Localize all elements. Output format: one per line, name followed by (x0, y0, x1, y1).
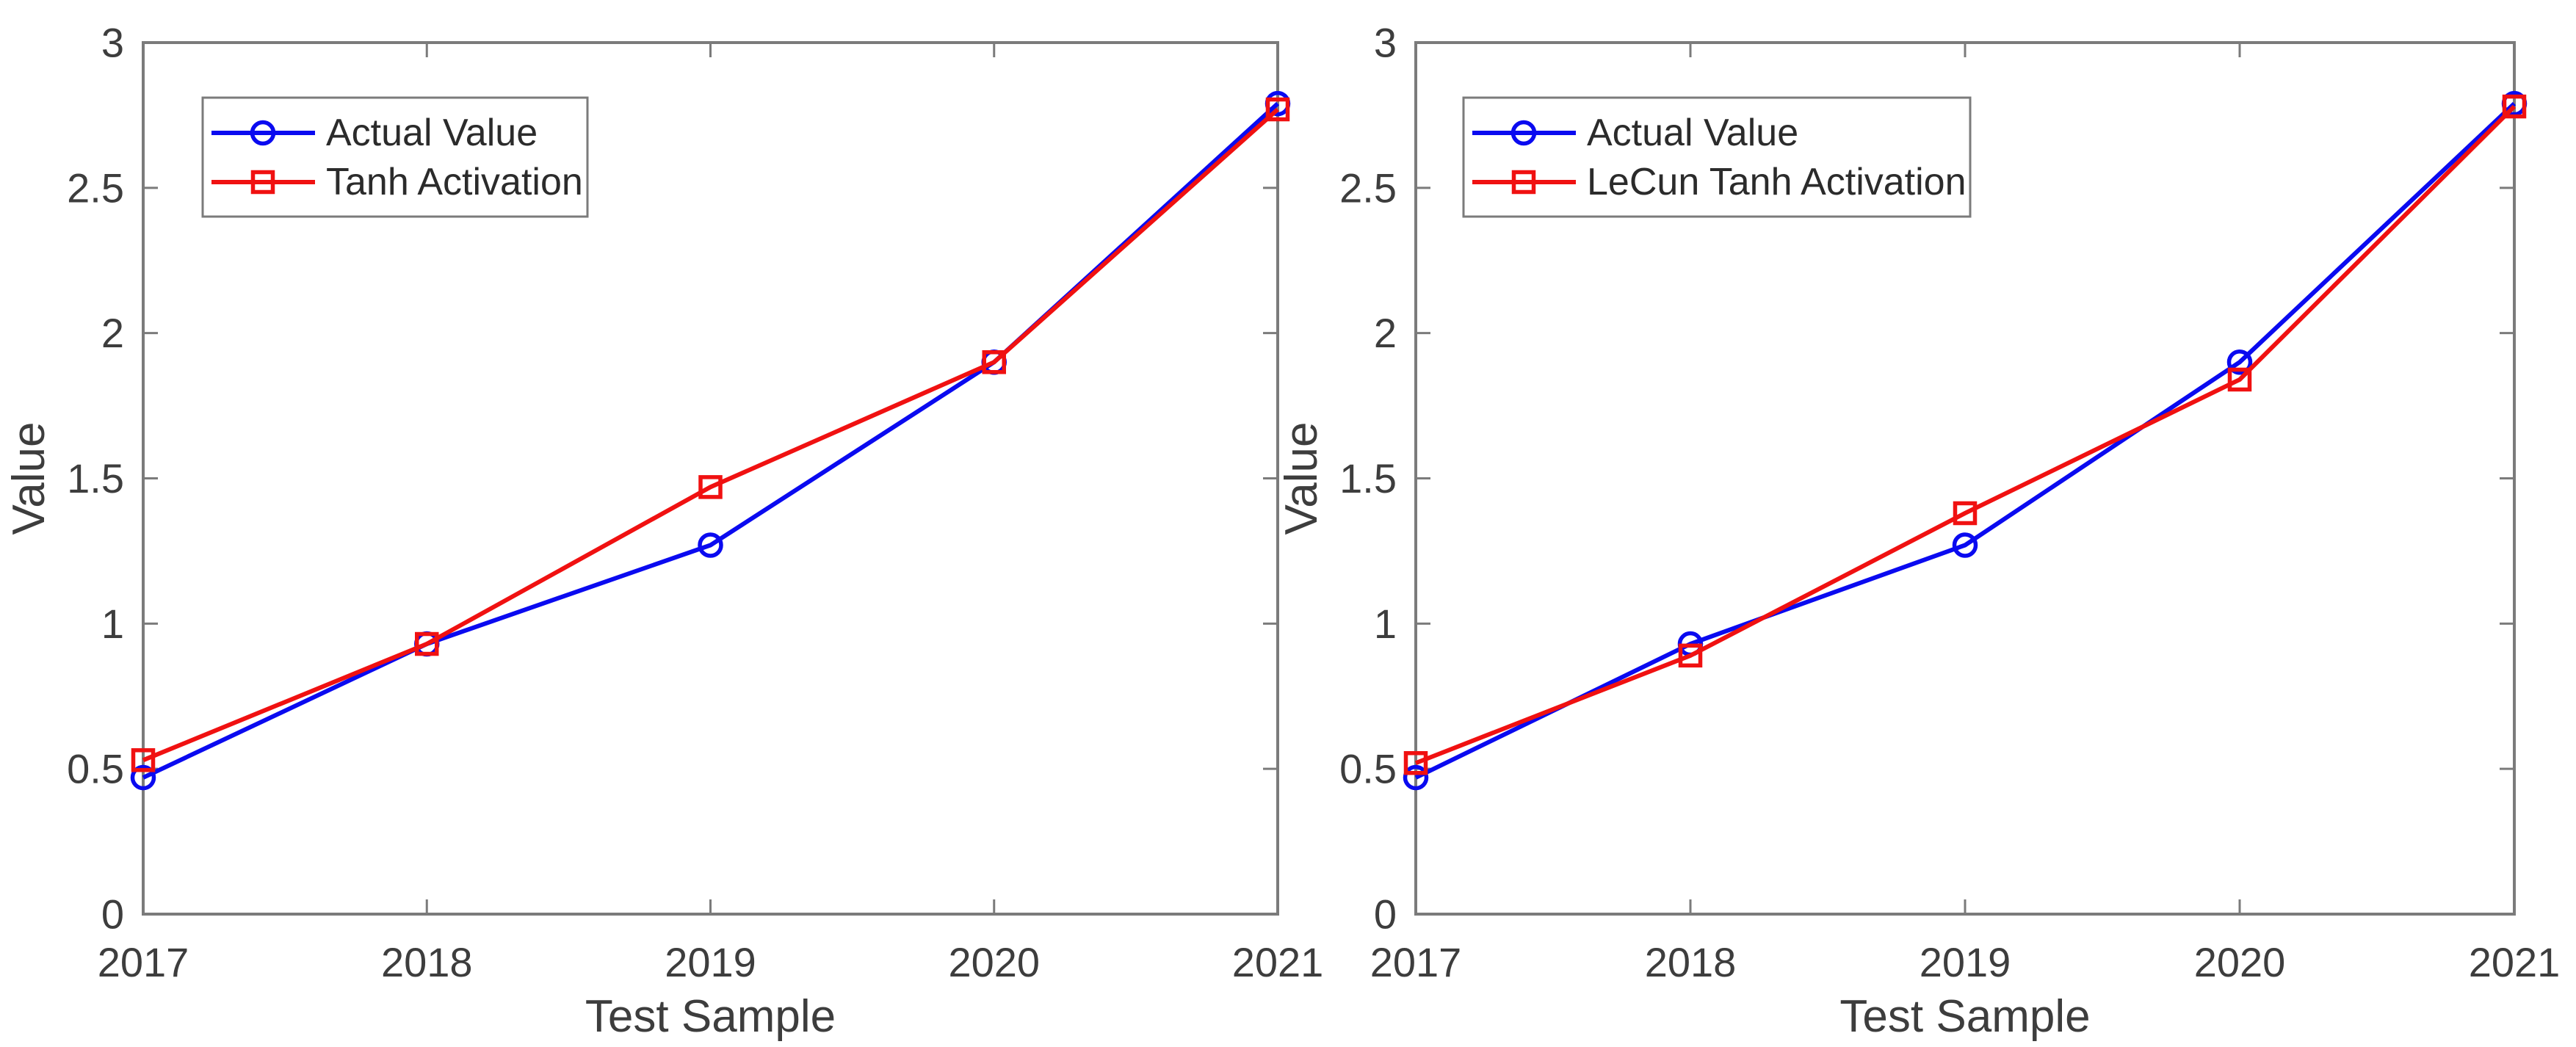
y-axis-title: Value (1276, 422, 1327, 535)
y-axis-tick-label: 3 (1374, 20, 1397, 66)
legend-item-label: Actual Value (1587, 112, 1798, 154)
data-point-marker-square (2227, 367, 2252, 392)
data-point-marker-circle (2226, 349, 2253, 375)
y-axis-tick-label: 0 (101, 891, 124, 938)
y-axis-tick-label: 1.5 (67, 455, 124, 501)
y-axis-tick-label: 0.5 (1339, 746, 1397, 792)
legend-circle-marker (1510, 120, 1537, 146)
x-axis-tick-label: 2019 (665, 939, 756, 985)
x-axis-tick-label: 2020 (948, 939, 1040, 985)
y-axis-tick-label: 2 (1374, 310, 1397, 356)
x-axis-tick-label: 2021 (1232, 939, 1324, 985)
x-axis-tick-label: 2018 (381, 939, 473, 985)
legend-item-label: Actual Value (326, 112, 538, 154)
data-point-marker-square (1953, 501, 1978, 526)
data-point-marker-square (698, 475, 723, 499)
data-point-marker-square (1678, 643, 1703, 668)
y-axis-tick-label: 1.5 (1339, 455, 1397, 501)
y-axis-tick-label: 2.5 (1339, 164, 1397, 211)
x-axis-tick-label: 2019 (1920, 939, 2011, 985)
y-axis-tick-label: 1 (101, 601, 124, 647)
x-axis-tick-label: 2018 (1645, 939, 1737, 985)
data-point-marker-circle (1403, 764, 1429, 791)
series-line-circle (1414, 101, 2517, 780)
y-axis-tick-label: 3 (101, 20, 124, 66)
data-point-marker-circle (1952, 532, 1978, 558)
legend-square-marker (250, 170, 275, 195)
series-line-square (142, 107, 1279, 763)
y-axis-title: Value (4, 422, 54, 535)
lecun-tanh-activation-chart: 0 0.5 1 1.5 2 2.5 3 2017 2018 2019 2020 2021 Test Sa… (1276, 20, 2561, 1043)
series-line-square (1414, 104, 2517, 766)
x-axis-tick-label: 2017 (98, 939, 189, 985)
x-axis-tick-label: 2017 (1370, 939, 1462, 985)
data-point-marker-square (1403, 751, 1428, 775)
legend-box (1462, 96, 1972, 218)
data-point-marker-square (982, 349, 1006, 374)
legend-square-marker (1511, 170, 1536, 195)
x-axis-title: Test Sample (1839, 991, 2090, 1042)
legend-item-label: Tanh Activation (326, 161, 583, 203)
tanh-activation-chart: 0 0.5 1 1.5 2 2.5 3 2017 2018 2019 2020 2021 Test Sa… (4, 20, 1323, 1043)
data-point-marker-square (131, 748, 156, 772)
legend-item-label: LeCun Tanh Activation (1587, 161, 1967, 203)
y-axis-tick-label: 2.5 (67, 164, 124, 211)
data-point-marker-circle (130, 764, 156, 791)
line-chart-panel-tanh: 0 0.5 1 1.5 2 2.5 3 2017 2018 2019 2020 2021 Test Sa… (4, 20, 1323, 1043)
data-point-marker-square (415, 631, 439, 656)
data-point-marker-square (2502, 94, 2527, 119)
line-chart-panel-lecun-tanh: 0 0.5 1 1.5 2 2.5 3 2017 2018 2019 2020 2021 Test Sa… (1276, 0, 2576, 1047)
legend-circle-marker (250, 120, 276, 146)
legend-box (201, 96, 589, 218)
data-point-marker-square (1265, 97, 1290, 122)
y-axis-tick-label: 0 (1374, 891, 1397, 938)
x-axis-title: Test Sample (585, 991, 836, 1042)
y-axis-tick-label: 1 (1374, 601, 1397, 647)
x-axis-tick-label: 2021 (2469, 939, 2561, 985)
x-axis-tick-label: 2020 (2194, 939, 2286, 985)
data-point-marker-circle (698, 532, 723, 558)
y-axis-tick-label: 0.5 (67, 746, 124, 792)
y-axis-tick-label: 2 (101, 310, 124, 356)
